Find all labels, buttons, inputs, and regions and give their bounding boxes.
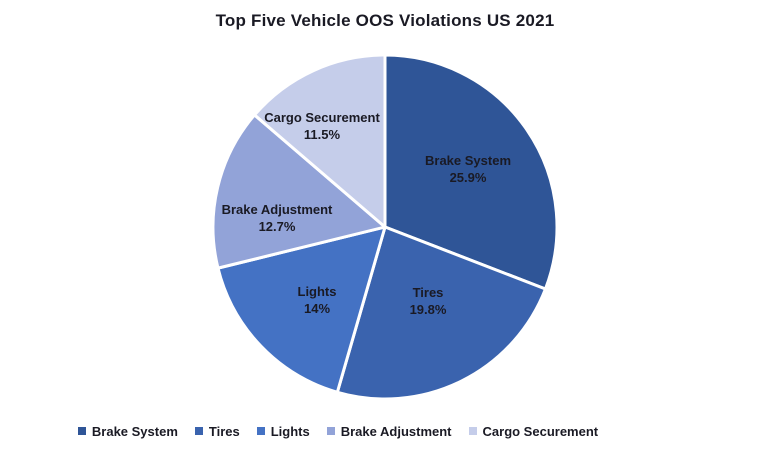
legend-item-lights: Lights [256,423,310,439]
legend-item-label: Cargo Securement [482,423,599,439]
legend: Brake System Tires Lights Brake Adjustment C… [0,420,676,442]
legend-item-brake-system: Brake System [77,423,178,439]
pie-slice-lights [216,225,387,394]
legend-item-label: Tires [208,423,240,439]
pie-slice-brake-adjustment [211,113,387,270]
legend-item-brake-adjustment: Brake Adjustment [326,423,452,439]
legend-marker-icon [77,427,86,435]
legend-item-label: Brake Adjustment [340,423,452,439]
legend-marker-icon [194,427,203,435]
legend-marker-icon [256,427,265,435]
pie-slice-tires [335,225,547,401]
legend-item-label: Lights [270,423,310,439]
legend-marker-icon [468,427,477,435]
pie-slice-cargo-securement [253,53,387,229]
chart-title: Top Five Vehicle OOS Violations US 2021 [215,11,555,30]
legend-item-label: Brake System [91,423,178,439]
legend-item-tires: Tires [194,423,240,439]
legend-item-cargo-securement: Cargo Securement [468,423,599,439]
pie-slice-brake-system [383,53,559,291]
legend-marker-icon [326,427,335,435]
